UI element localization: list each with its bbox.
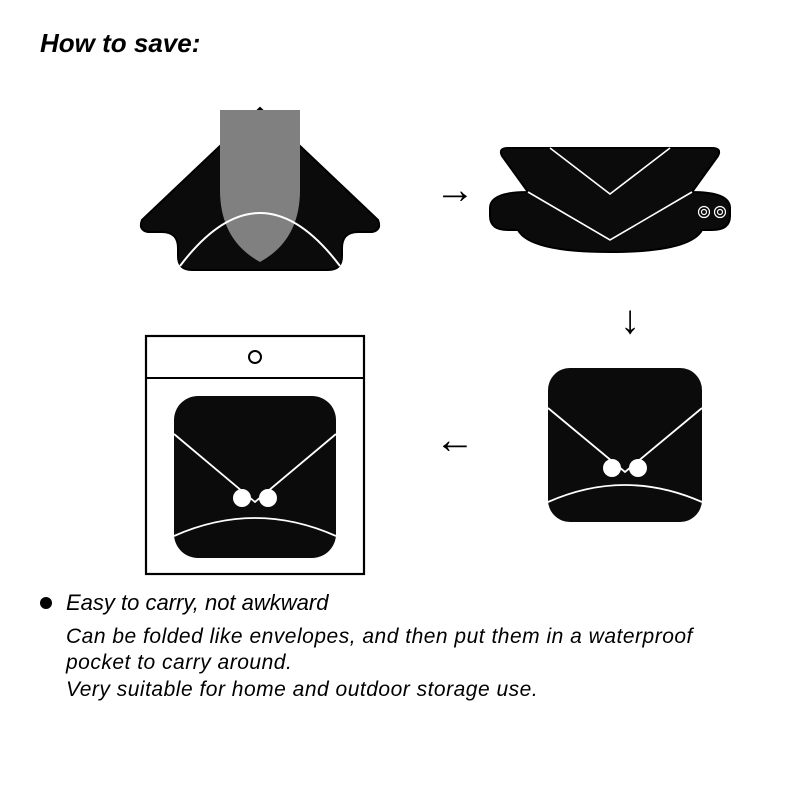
description-line-2: Very suitable for home and outdoor stora…	[66, 677, 760, 703]
description-block: Easy to carry, not awkward Can be folded…	[40, 590, 760, 703]
bullet-dot-icon	[40, 597, 52, 609]
arrow-left-icon: ←	[435, 420, 475, 460]
bullet-item: Easy to carry, not awkward	[40, 590, 760, 616]
arrow-right-icon: →	[435, 170, 475, 210]
description-line-1: Can be folded like envelopes, and then p…	[66, 624, 760, 677]
bullet-text: Easy to carry, not awkward	[66, 590, 328, 616]
page-title: How to save:	[40, 28, 200, 59]
arrow-down-icon: ↓	[620, 300, 640, 340]
step-2-partly-folded	[480, 130, 740, 270]
step-4-in-package	[140, 330, 370, 580]
step-1-unfolded	[110, 100, 410, 290]
infographic-canvas: How to save: → ↓ ← Easy to carry, not aw…	[0, 0, 800, 800]
folding-diagram: → ↓ ←	[80, 100, 720, 540]
step-3-folded-square	[540, 360, 710, 530]
